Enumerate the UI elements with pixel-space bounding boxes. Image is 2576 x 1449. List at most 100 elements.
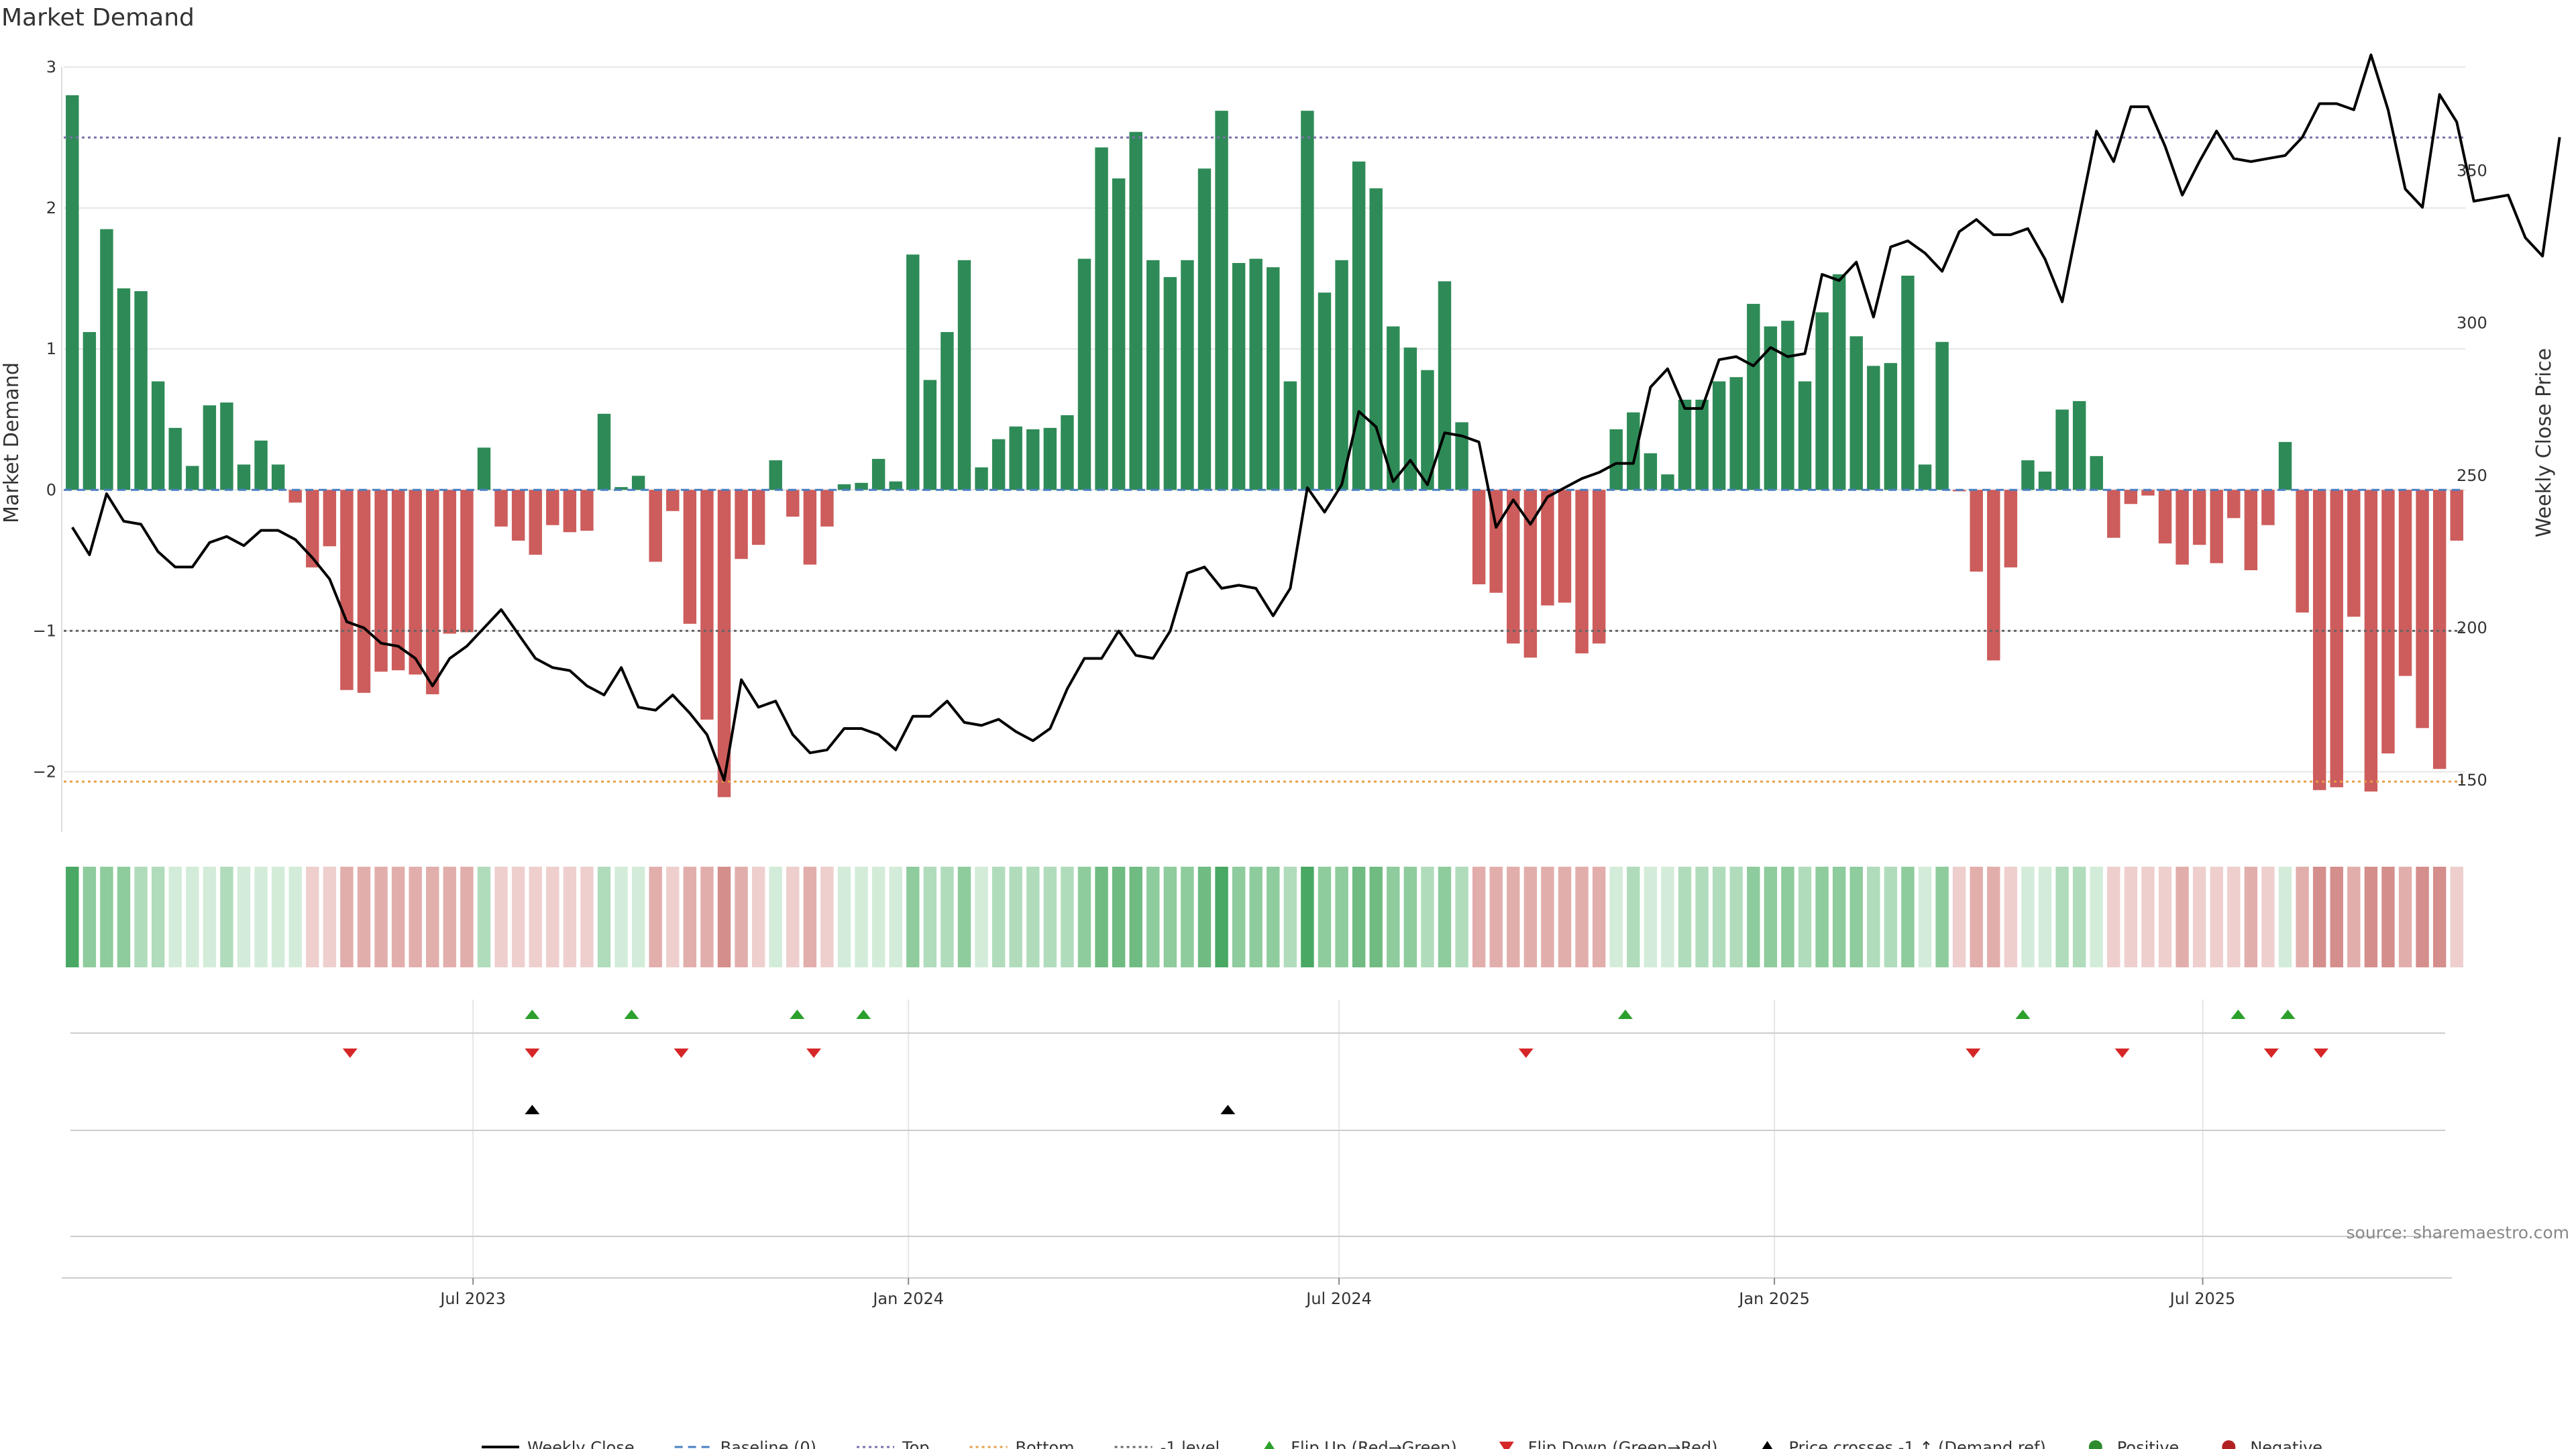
strip-cell — [1043, 867, 1057, 967]
strip-cell — [666, 867, 680, 967]
demand-bar — [1438, 281, 1452, 490]
demand-bar — [2330, 490, 2343, 788]
demand-bar — [323, 490, 337, 547]
strip-cell — [1163, 867, 1177, 967]
strip-cell — [340, 867, 354, 967]
demand-bar — [2004, 490, 2018, 568]
demand-bar — [1335, 260, 1348, 490]
demand-bar — [460, 490, 474, 633]
right-tick-label: 150 — [2457, 771, 2487, 790]
legend-label: Weekly Close — [527, 1438, 635, 1449]
price-cross-marker — [525, 1105, 540, 1114]
demand-bar — [1095, 147, 1108, 490]
strip-cell — [837, 867, 851, 967]
strip-cell — [1918, 867, 1932, 967]
strip-cell — [923, 867, 937, 967]
strip-cell — [683, 867, 697, 967]
demand-bar — [1112, 178, 1126, 490]
strip-cell — [168, 867, 182, 967]
flip-up-marker — [2231, 1010, 2246, 1019]
legend-item: Baseline (0) — [674, 1438, 816, 1449]
demand-bar — [580, 490, 594, 531]
strip-cell — [151, 867, 165, 967]
strip-cell — [1558, 867, 1572, 967]
demand-bar — [2381, 490, 2395, 754]
strip-cell — [220, 867, 233, 967]
strip-cell — [100, 867, 113, 967]
legend-item: -1 level — [1114, 1438, 1220, 1449]
demand-bar — [220, 402, 233, 490]
demand-bar — [1901, 275, 1915, 490]
strip-cell — [1301, 867, 1314, 967]
demand-bar — [2021, 460, 2035, 490]
demand-bar — [957, 260, 971, 490]
x-tick-label: Jan 2024 — [871, 1289, 944, 1308]
flip-up-marker — [525, 1010, 540, 1019]
demand-bar — [1867, 366, 1880, 490]
demand-bar — [597, 413, 611, 490]
demand-bar — [751, 490, 765, 545]
strip-cell — [871, 867, 885, 967]
demand-bar — [2176, 490, 2189, 565]
strip-cell — [1472, 867, 1486, 967]
strip-cell — [2021, 867, 2035, 967]
strip-cell — [2072, 867, 2086, 967]
strip-cell — [1197, 867, 1212, 967]
left-tick-label: −1 — [33, 621, 56, 640]
strip-cell — [2038, 867, 2052, 967]
demand-bar — [1815, 312, 1829, 490]
legend-item: Positive — [2088, 1438, 2179, 1449]
legend-item: Top — [857, 1438, 930, 1449]
strip-cell — [2107, 867, 2121, 967]
demand-bar — [426, 490, 439, 694]
demand-bar — [1232, 263, 1246, 490]
demand-bar — [529, 490, 542, 555]
demand-bar — [837, 484, 851, 490]
strip-cell — [117, 867, 131, 967]
strip-cell — [1832, 867, 1846, 967]
legend-label: Negative — [2250, 1438, 2322, 1449]
strip-cell — [2210, 867, 2223, 967]
demand-bar — [1695, 399, 1709, 490]
demand-bar — [1609, 429, 1623, 490]
strip-cell — [1644, 867, 1658, 967]
strip-cell — [443, 867, 457, 967]
legend-label: Flip Up (Red→Green) — [1291, 1438, 1457, 1449]
demand-bar — [1849, 336, 1863, 490]
strip-cell — [941, 867, 954, 967]
demand-bar — [1661, 474, 1674, 490]
reference-lines — [64, 136, 2465, 783]
demand-bar — [1575, 490, 1589, 653]
demand-bar — [2227, 490, 2241, 519]
demand-bar — [2347, 490, 2361, 617]
demand-bar — [1764, 326, 1778, 490]
strip-cell — [2176, 867, 2189, 967]
strip-cell — [1798, 867, 1812, 967]
demand-bar — [1781, 321, 1794, 490]
demand-bar — [186, 466, 199, 490]
demand-bar — [2398, 490, 2412, 676]
demand-bar — [306, 490, 319, 568]
strip-cell — [323, 867, 337, 967]
demand-bar — [1403, 347, 1417, 490]
strip-cell — [2004, 867, 2018, 967]
demand-bar — [1507, 490, 1520, 644]
right-tick-label: 350 — [2457, 161, 2487, 180]
demand-bar — [2261, 490, 2275, 525]
demand-bar — [1043, 427, 1057, 490]
demand-bar — [203, 405, 217, 490]
strip-cell — [357, 867, 371, 967]
demand-bar — [1627, 412, 1640, 490]
demand-bar — [2192, 490, 2206, 545]
strip-cell — [1867, 867, 1880, 967]
strip-cell — [1267, 867, 1280, 967]
strip-cell — [1249, 867, 1263, 967]
strip-cell — [1232, 867, 1246, 967]
strip-cell — [957, 867, 971, 967]
demand-bar — [1387, 326, 1400, 490]
flip-down-marker — [1966, 1049, 1981, 1058]
strip-cell — [1095, 867, 1108, 967]
y-axis-right-title: Weekly Close Price — [2532, 348, 2556, 537]
flip-down-marker — [2313, 1049, 2328, 1058]
demand-bar — [409, 490, 422, 675]
